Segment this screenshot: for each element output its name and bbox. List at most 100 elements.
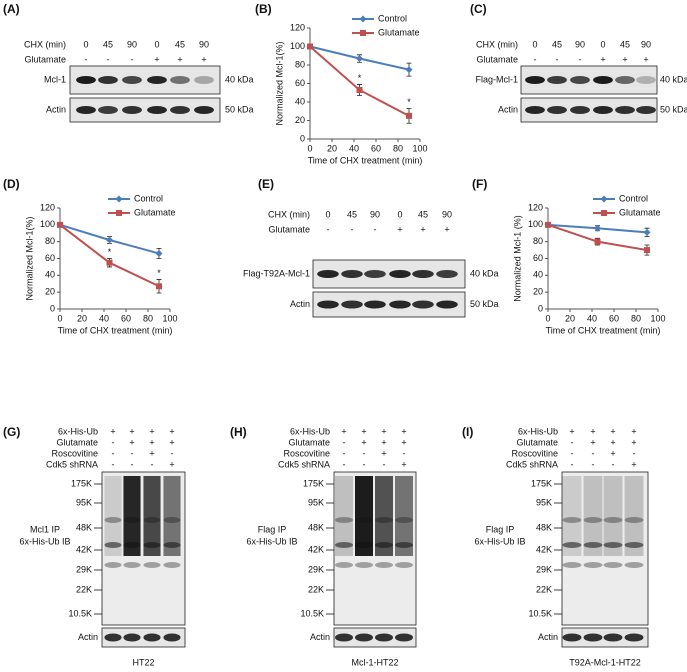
marker-label: 48K (308, 522, 324, 532)
condition-label: 6x-His-Ub (290, 426, 330, 436)
condition-label: 6x-His-Ub (58, 426, 98, 436)
band (143, 517, 161, 523)
point (356, 86, 363, 93)
condition-label: Glutamate (476, 54, 518, 64)
condition-value: + (129, 437, 134, 447)
x-tick-label: 40 (99, 313, 109, 323)
band (624, 633, 644, 642)
band (335, 562, 353, 568)
condition-value: + (610, 448, 615, 458)
band (143, 542, 161, 548)
panel-label: (D) (3, 177, 20, 191)
band (603, 517, 623, 523)
condition-value: + (149, 437, 154, 447)
condition-value: 0 (600, 39, 605, 49)
band (147, 106, 167, 114)
band (615, 76, 635, 84)
legend-marker (600, 195, 608, 203)
point (545, 221, 551, 228)
condition-label: Roscovitine (51, 448, 98, 458)
condition-value: + (610, 426, 615, 436)
band (163, 542, 181, 548)
y-tick-label: 0 (50, 303, 55, 313)
marker-label: 10.5K (68, 608, 92, 618)
band (603, 562, 623, 568)
band (76, 76, 96, 84)
condition-value: + (129, 426, 134, 436)
band (76, 106, 96, 114)
condition-value: - (131, 448, 134, 458)
point (644, 247, 650, 254)
condition-value: - (351, 224, 354, 234)
condition-value: - (363, 448, 366, 458)
y-tick-label: 80 (533, 236, 543, 246)
x-tick-label: 100 (162, 313, 177, 323)
y-tick-label: 40 (295, 96, 305, 106)
ip-label: Flag IP (258, 524, 287, 534)
band (562, 517, 582, 523)
condition-value: - (383, 459, 386, 469)
size-label: 40 kDa (225, 74, 254, 84)
band (123, 517, 141, 523)
marker-label: 48K (76, 522, 92, 532)
smear (395, 476, 413, 556)
marker-label: 175K (71, 478, 92, 488)
marker-label: 95K (308, 497, 324, 507)
condition-value: + (341, 426, 346, 436)
band (335, 542, 353, 548)
ip-label: Mcl1 IP (30, 524, 60, 534)
y-axis-label: Normalized Mcl-1(%) (24, 216, 34, 300)
marker-label: 175K (303, 478, 324, 488)
condition-value: 45 (347, 209, 357, 219)
panel-label: (H) (230, 425, 247, 439)
band (624, 562, 644, 568)
row-label: Mcl-1 (44, 74, 66, 84)
annotation: * (157, 268, 161, 278)
band (335, 517, 353, 523)
legend-label: Control (378, 13, 407, 23)
band (194, 76, 214, 84)
y-tick-label: 120 (528, 202, 543, 212)
y-tick-label: 0 (300, 133, 305, 143)
y-tick-label: 20 (45, 287, 55, 297)
x-tick-label: 80 (393, 143, 403, 153)
condition-value: + (401, 437, 406, 447)
band (122, 76, 142, 84)
band (636, 106, 656, 114)
point (594, 238, 601, 245)
condition-value: + (381, 437, 386, 447)
band (583, 562, 603, 568)
band (389, 270, 411, 278)
marker-label: 95K (536, 497, 552, 507)
x-tick-label: 100 (650, 313, 665, 323)
y-axis-label: Normalized Mcl-1 (%) (512, 215, 522, 302)
condition-value: - (556, 54, 559, 64)
annotation: * (358, 73, 362, 83)
y-tick-label: 40 (533, 270, 543, 280)
band (364, 300, 386, 309)
smear (143, 476, 161, 556)
smear (603, 476, 623, 556)
condition-value: + (401, 459, 406, 469)
band (335, 633, 353, 642)
band (624, 517, 644, 523)
marker-label: 42K (308, 544, 324, 554)
band (98, 76, 118, 84)
y-tick-label: 60 (533, 253, 543, 263)
band (123, 542, 141, 548)
y-tick-label: 100 (290, 41, 305, 51)
condition-value: + (201, 54, 206, 64)
band (375, 517, 393, 523)
condition-value: - (363, 459, 366, 469)
band (583, 633, 603, 642)
panel-label: (C) (470, 2, 487, 16)
condition-value: + (149, 426, 154, 436)
condition-label: 6x-His-Ub (518, 426, 558, 436)
band (525, 106, 545, 114)
condition-value: - (112, 459, 115, 469)
condition-value: - (343, 437, 346, 447)
x-tick-label: 20 (77, 313, 87, 323)
condition-value: - (592, 448, 595, 458)
band (170, 76, 190, 84)
point (155, 249, 163, 257)
